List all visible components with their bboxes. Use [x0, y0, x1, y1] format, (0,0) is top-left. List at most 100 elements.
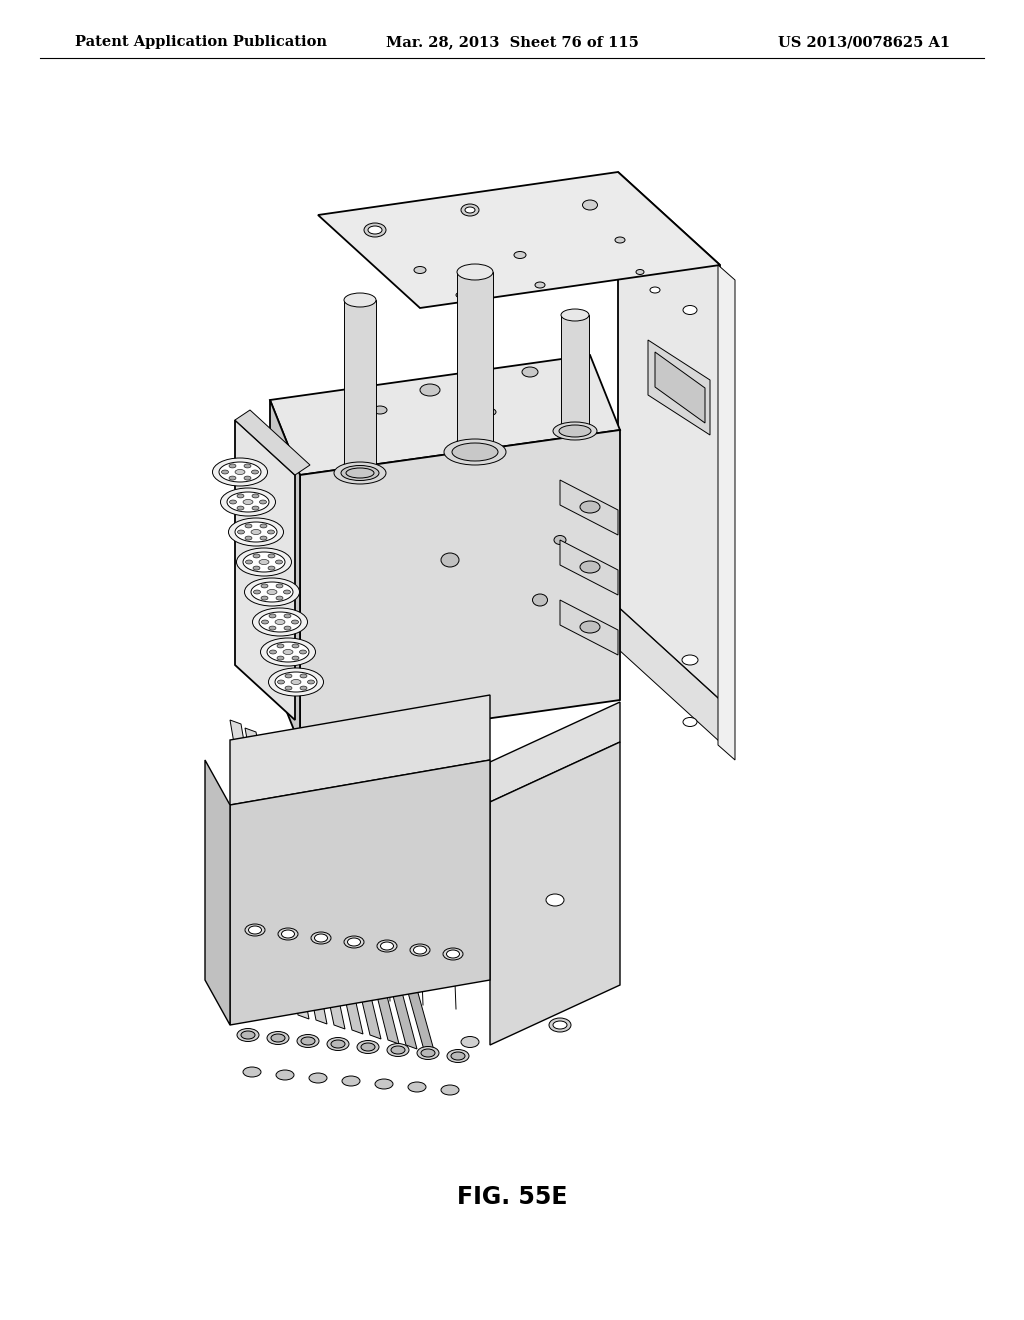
- Ellipse shape: [245, 536, 252, 540]
- Polygon shape: [560, 540, 618, 595]
- Ellipse shape: [237, 494, 244, 498]
- Ellipse shape: [381, 942, 393, 950]
- Ellipse shape: [347, 939, 360, 946]
- Ellipse shape: [253, 566, 260, 570]
- Polygon shape: [205, 760, 230, 1026]
- Ellipse shape: [276, 597, 283, 601]
- Polygon shape: [618, 607, 720, 742]
- Ellipse shape: [364, 223, 386, 238]
- Ellipse shape: [421, 1049, 435, 1057]
- Ellipse shape: [650, 286, 660, 293]
- Polygon shape: [230, 760, 490, 1026]
- Polygon shape: [560, 480, 618, 535]
- Ellipse shape: [452, 444, 498, 461]
- Ellipse shape: [532, 594, 548, 606]
- Ellipse shape: [249, 927, 261, 935]
- Polygon shape: [230, 696, 490, 805]
- Ellipse shape: [297, 1035, 319, 1048]
- Polygon shape: [718, 265, 735, 760]
- Ellipse shape: [387, 1044, 409, 1056]
- Polygon shape: [270, 400, 300, 744]
- Polygon shape: [319, 768, 399, 1044]
- Ellipse shape: [237, 506, 244, 510]
- Ellipse shape: [228, 517, 284, 546]
- Ellipse shape: [268, 554, 275, 558]
- Ellipse shape: [245, 578, 299, 606]
- Ellipse shape: [292, 656, 299, 660]
- Ellipse shape: [237, 1028, 259, 1041]
- Ellipse shape: [229, 500, 237, 504]
- Polygon shape: [490, 742, 620, 1045]
- Ellipse shape: [220, 488, 275, 516]
- Ellipse shape: [278, 656, 284, 660]
- Text: FIG. 55E: FIG. 55E: [457, 1185, 567, 1209]
- Ellipse shape: [414, 267, 426, 273]
- Ellipse shape: [535, 282, 545, 288]
- Ellipse shape: [341, 466, 379, 480]
- Ellipse shape: [213, 458, 267, 486]
- Ellipse shape: [246, 560, 253, 564]
- Polygon shape: [457, 272, 493, 442]
- Ellipse shape: [284, 614, 291, 618]
- Ellipse shape: [245, 524, 252, 528]
- Ellipse shape: [261, 620, 268, 624]
- Ellipse shape: [368, 226, 382, 234]
- Ellipse shape: [461, 1036, 479, 1048]
- Ellipse shape: [447, 1049, 469, 1063]
- Polygon shape: [318, 172, 720, 308]
- Text: US 2013/0078625 A1: US 2013/0078625 A1: [778, 36, 950, 49]
- Ellipse shape: [237, 548, 292, 576]
- Ellipse shape: [267, 531, 274, 535]
- Ellipse shape: [241, 1031, 255, 1039]
- Ellipse shape: [275, 672, 317, 692]
- Ellipse shape: [299, 649, 306, 653]
- Ellipse shape: [683, 305, 697, 314]
- Ellipse shape: [229, 463, 236, 467]
- Ellipse shape: [342, 1076, 360, 1086]
- Ellipse shape: [554, 536, 566, 544]
- Ellipse shape: [253, 554, 260, 558]
- Ellipse shape: [461, 205, 479, 216]
- Ellipse shape: [307, 680, 314, 684]
- Polygon shape: [234, 420, 295, 719]
- Ellipse shape: [284, 626, 291, 630]
- Ellipse shape: [457, 264, 493, 280]
- Ellipse shape: [227, 492, 269, 512]
- Ellipse shape: [259, 612, 301, 632]
- Polygon shape: [305, 760, 381, 1039]
- Ellipse shape: [682, 655, 698, 665]
- Ellipse shape: [269, 649, 276, 653]
- Ellipse shape: [221, 470, 228, 474]
- Ellipse shape: [580, 561, 600, 573]
- Ellipse shape: [373, 407, 387, 414]
- Ellipse shape: [549, 1018, 571, 1032]
- Ellipse shape: [300, 686, 307, 690]
- Ellipse shape: [244, 477, 251, 480]
- Ellipse shape: [238, 531, 245, 535]
- Ellipse shape: [260, 524, 267, 528]
- Ellipse shape: [457, 434, 493, 450]
- Ellipse shape: [522, 367, 538, 378]
- Ellipse shape: [391, 1045, 406, 1053]
- Ellipse shape: [580, 620, 600, 634]
- Ellipse shape: [285, 675, 292, 678]
- Ellipse shape: [259, 560, 269, 565]
- Ellipse shape: [260, 638, 315, 667]
- Polygon shape: [245, 729, 309, 1019]
- Ellipse shape: [446, 950, 460, 958]
- Ellipse shape: [252, 506, 259, 510]
- Ellipse shape: [441, 1085, 459, 1096]
- Ellipse shape: [441, 553, 459, 568]
- Ellipse shape: [229, 477, 236, 480]
- Polygon shape: [335, 776, 417, 1049]
- Ellipse shape: [444, 440, 506, 465]
- Ellipse shape: [267, 642, 309, 663]
- Ellipse shape: [311, 932, 331, 944]
- Ellipse shape: [261, 583, 268, 587]
- Text: Patent Application Publication: Patent Application Publication: [75, 36, 327, 49]
- Ellipse shape: [234, 470, 245, 474]
- Ellipse shape: [291, 680, 301, 685]
- Ellipse shape: [244, 463, 251, 467]
- Ellipse shape: [278, 680, 285, 684]
- Ellipse shape: [465, 207, 475, 213]
